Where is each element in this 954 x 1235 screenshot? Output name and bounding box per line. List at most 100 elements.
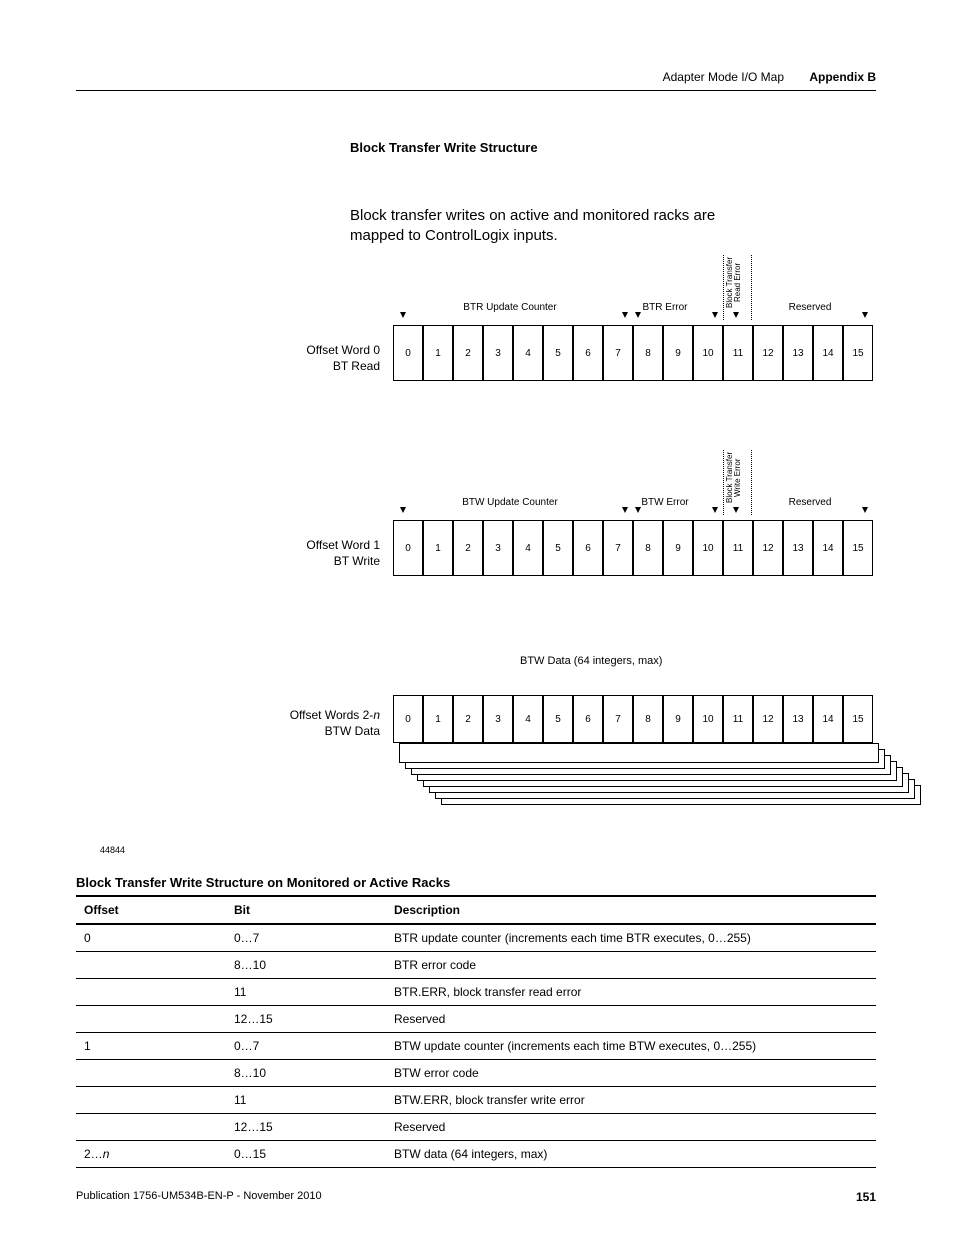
section-title: Block Transfer Write Structure <box>350 140 538 155</box>
bit-cell: 4 <box>513 325 543 381</box>
row0-arrow-err-r <box>712 312 718 318</box>
bit-cell: 15 <box>843 695 873 743</box>
bit-cell: 8 <box>633 325 663 381</box>
running-head-right: Appendix B <box>809 70 876 84</box>
table-cell: 2…n <box>76 1141 226 1168</box>
bit-cell: 10 <box>693 520 723 576</box>
row0-dash-l <box>723 255 724 320</box>
row0-arrow-counter-r <box>622 312 628 318</box>
table-cell: 0…7 <box>226 924 386 952</box>
bit-cell: 15 <box>843 520 873 576</box>
bit-cell: 1 <box>423 325 453 381</box>
table-cell: BTW data (64 integers, max) <box>386 1141 876 1168</box>
bit-cell: 0 <box>393 325 423 381</box>
bit-cell: 13 <box>783 695 813 743</box>
bit-cell: 2 <box>453 520 483 576</box>
bit-cell: 9 <box>663 695 693 743</box>
bit-cell: 13 <box>783 520 813 576</box>
row0-hdr-counter: BTR Update Counter <box>420 302 600 313</box>
row1-dash-r <box>751 450 752 515</box>
table-row: 8…10BTW error code <box>76 1060 876 1087</box>
table-cell: 12…15 <box>226 1006 386 1033</box>
table-cell: 0…15 <box>226 1141 386 1168</box>
bit-cell: 11 <box>723 520 753 576</box>
table-row: 2…n0…15BTW data (64 integers, max) <box>76 1141 876 1168</box>
table-cell: BTR.ERR, block transfer read error <box>386 979 876 1006</box>
table-header: Description <box>386 896 876 924</box>
row0-dash-r <box>751 255 752 320</box>
bit-cell: 7 <box>603 325 633 381</box>
table-row: 11BTW.ERR, block transfer write error <box>76 1087 876 1114</box>
table-cell: 0…7 <box>226 1033 386 1060</box>
table-cell: BTR update counter (increments each time… <box>386 924 876 952</box>
row0-label-line2: BT Read <box>333 359 380 373</box>
table-cell: 8…10 <box>226 952 386 979</box>
intro-line2: mapped to ControlLogix inputs. <box>350 225 558 246</box>
bit-cell: 12 <box>753 520 783 576</box>
bit-cell: 11 <box>723 325 753 381</box>
table-cell <box>76 1087 226 1114</box>
structure-table: OffsetBitDescription 00…7BTR update coun… <box>76 895 876 1168</box>
row2-title: BTW Data (64 integers, max) <box>520 655 662 667</box>
table-cell: BTW error code <box>386 1060 876 1087</box>
row2-label-line1: Offset Words 2-n <box>290 708 380 722</box>
bit-cell: 6 <box>573 325 603 381</box>
bit-cell: 5 <box>543 325 573 381</box>
bit-cell: 3 <box>483 695 513 743</box>
table-cell: 12…15 <box>226 1114 386 1141</box>
row1-label-line2: BT Write <box>334 554 380 568</box>
row1-hdr-reserved: Reserved <box>760 497 860 508</box>
bit-cell: 2 <box>453 325 483 381</box>
bit-cell: 10 <box>693 325 723 381</box>
table-row: 00…7BTR update counter (increments each … <box>76 924 876 952</box>
table-cell: 8…10 <box>226 1060 386 1087</box>
bit-cell: 6 <box>573 520 603 576</box>
footer-page: 151 <box>856 1190 876 1204</box>
bit-cell: 13 <box>783 325 813 381</box>
row2-label-line2: BTW Data <box>325 724 380 738</box>
bit-cell: 14 <box>813 325 843 381</box>
table-cell <box>76 1006 226 1033</box>
table-cell: Reserved <box>386 1006 876 1033</box>
table-cell: BTW.ERR, block transfer write error <box>386 1087 876 1114</box>
bit-cell: 1 <box>423 695 453 743</box>
bit-cell: 8 <box>633 695 663 743</box>
row1-arrow-err-l <box>635 507 641 513</box>
intro-line1: Block transfer writes on active and moni… <box>350 205 715 226</box>
table-cell: BTW update counter (increments each time… <box>386 1033 876 1060</box>
table-cell: 0 <box>76 924 226 952</box>
row1-arrow-errbit <box>733 507 739 513</box>
bit-cell: 12 <box>753 325 783 381</box>
bit-cell: 11 <box>723 695 753 743</box>
row1-hdr-errbit: Block Transfer Write Error <box>726 450 742 505</box>
row0-label: Offset Word 0 BT Read <box>260 343 380 374</box>
table-cell <box>76 979 226 1006</box>
row1-dash-l <box>723 450 724 515</box>
bit-cell: 7 <box>603 520 633 576</box>
header-rule <box>76 90 876 91</box>
running-head-left: Adapter Mode I/O Map <box>663 70 784 84</box>
table-cell <box>76 952 226 979</box>
row1-label-line1: Offset Word 1 <box>306 538 380 552</box>
table-header: Offset <box>76 896 226 924</box>
bit-cell: 15 <box>843 325 873 381</box>
bit-cell: 9 <box>663 520 693 576</box>
row1-arrow-counter-l <box>400 507 406 513</box>
table-cell: BTR error code <box>386 952 876 979</box>
bit-cell: 1 <box>423 520 453 576</box>
table-row: 12…15Reserved <box>76 1114 876 1141</box>
bit-cell: 7 <box>603 695 633 743</box>
table-cell <box>76 1114 226 1141</box>
row0-hdr-reserved: Reserved <box>760 302 860 313</box>
table-cell: 1 <box>76 1033 226 1060</box>
table-cell: Reserved <box>386 1114 876 1141</box>
bit-cell: 2 <box>453 695 483 743</box>
bit-cell: 5 <box>543 695 573 743</box>
bit-cell: 9 <box>663 325 693 381</box>
stacked-word-shadow <box>399 743 879 763</box>
bit-cell: 0 <box>393 520 423 576</box>
bit-cell: 3 <box>483 325 513 381</box>
row0-label-line1: Offset Word 0 <box>306 343 380 357</box>
row0-hdr-error: BTR Error <box>635 302 695 313</box>
table-row: 12…15Reserved <box>76 1006 876 1033</box>
